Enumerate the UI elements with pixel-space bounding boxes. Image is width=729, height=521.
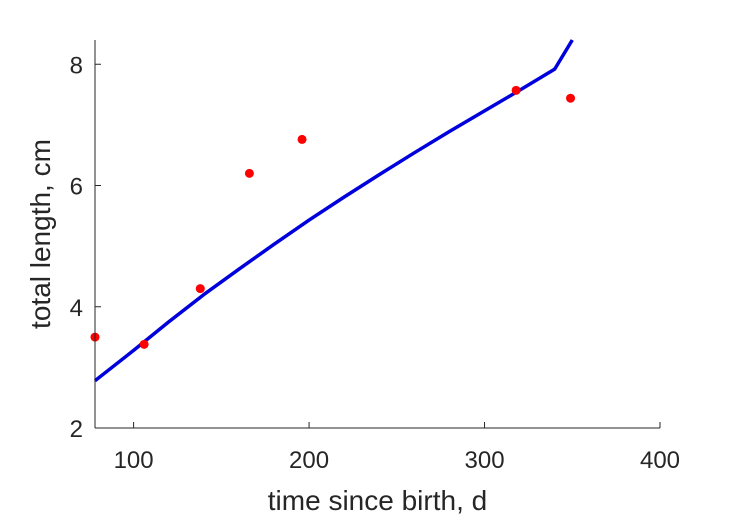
y-tick-label: 2: [70, 416, 83, 443]
y-tick-label: 4: [70, 295, 83, 322]
x-tick-label: 200: [289, 447, 329, 474]
x-tick-label: 100: [114, 447, 154, 474]
curve-layer: [93, 39, 574, 383]
data-point: [297, 134, 307, 144]
y-axis-label: total length, cm: [25, 139, 56, 329]
x-tick-label: 400: [640, 447, 680, 474]
x-tick-label: 300: [465, 447, 505, 474]
ticks-layer: 100 200 300 400 2 4 6 8: [70, 52, 680, 474]
data-point: [244, 168, 254, 178]
data-point: [566, 93, 576, 103]
y-tick-label: 6: [70, 174, 83, 201]
data-point: [139, 339, 149, 349]
data-point: [511, 85, 521, 95]
x-axis-label: time since birth, d: [268, 485, 487, 516]
y-tick-label: 8: [70, 52, 83, 79]
data-point: [195, 284, 205, 294]
fit-curve-line: [93, 39, 574, 383]
points-layer: [90, 85, 576, 349]
